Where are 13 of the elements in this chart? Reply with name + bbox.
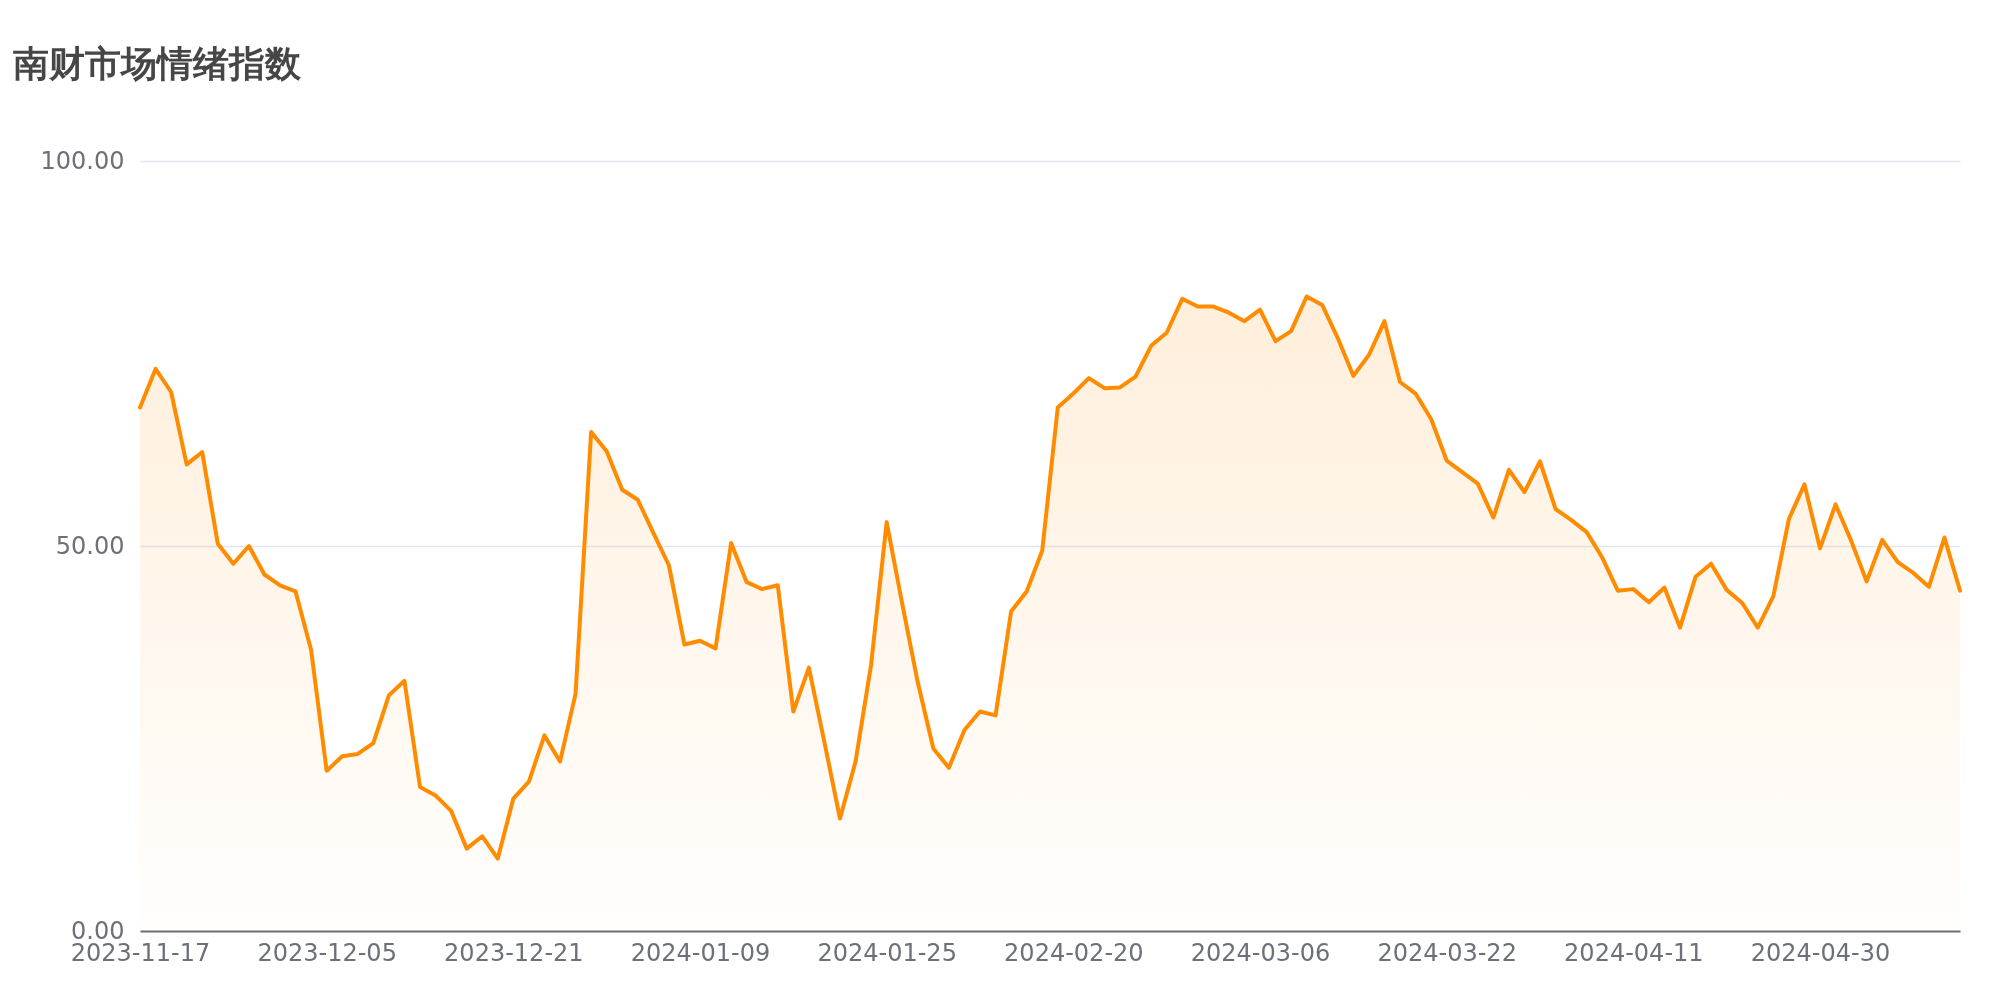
chart-title: 南财市场情绪指数 [13, 43, 302, 84]
x-tick-label: 2024-04-30 [1750, 938, 1891, 967]
x-tick-label: 2023-11-17 [70, 938, 211, 967]
x-tick-label: 2024-01-25 [817, 938, 957, 967]
y-tick-label: 50.00 [55, 531, 125, 560]
x-tick-label: 2023-12-21 [444, 938, 584, 967]
x-tick-label: 2023-12-05 [257, 938, 397, 967]
x-tick-label: 2024-03-22 [1377, 938, 1517, 967]
x-tick-label: 2024-03-06 [1190, 938, 1331, 967]
y-tick-label: 100.00 [40, 146, 125, 175]
x-tick-label: 2024-02-20 [1004, 938, 1144, 967]
x-tick-label: 2024-01-09 [630, 938, 771, 967]
x-tick-label: 2024-04-11 [1564, 938, 1704, 967]
